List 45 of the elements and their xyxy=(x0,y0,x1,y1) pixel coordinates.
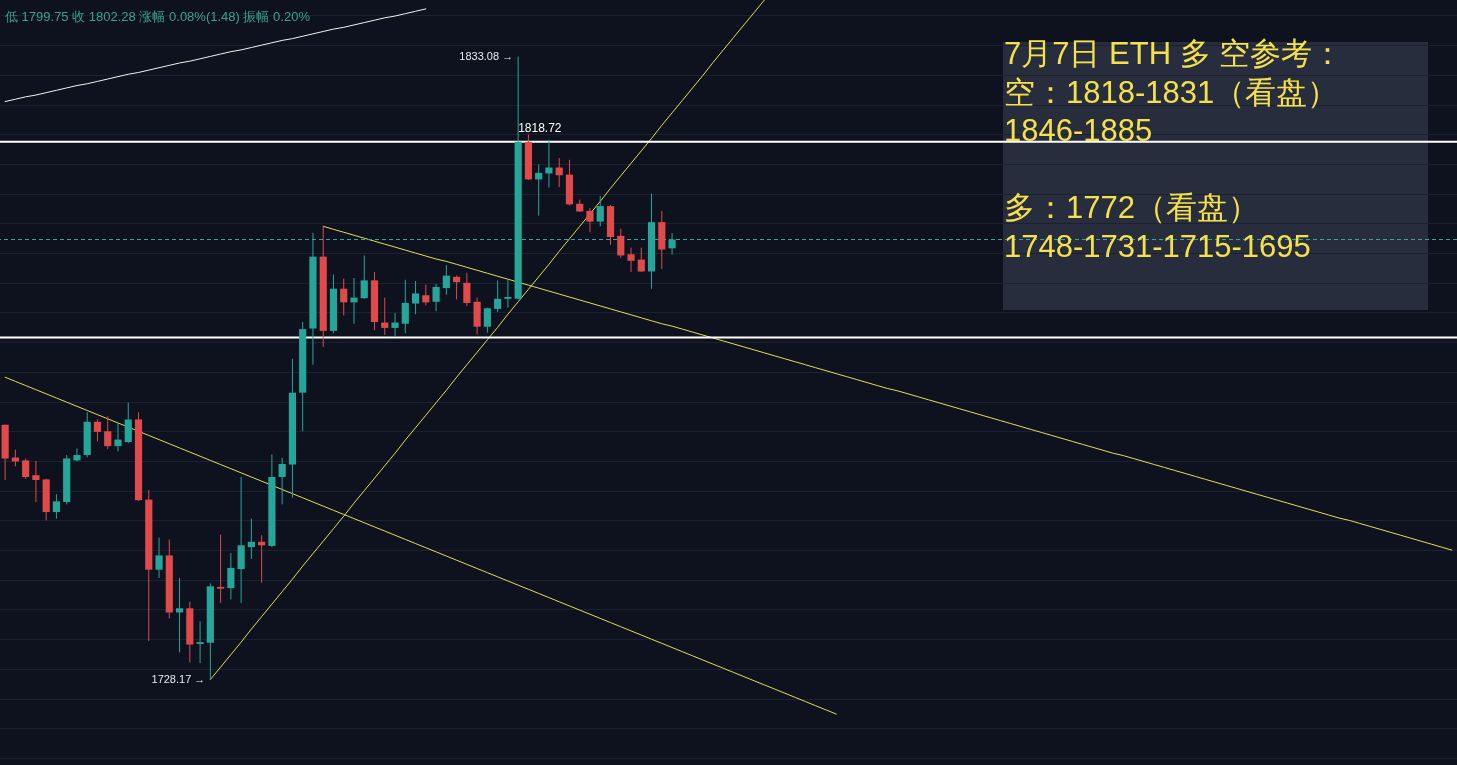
candlestick xyxy=(52,493,61,520)
annotation: 空：1818-1831（看盘） 1846-1885 xyxy=(1004,74,1339,148)
candlestick xyxy=(217,534,225,604)
candlestick xyxy=(545,139,553,189)
candlestick xyxy=(463,272,471,307)
text: 低 1799.75 收 1802.28 涨幅 0.08%(1.48) 振幅 0.20% xyxy=(5,9,311,24)
candlestick xyxy=(442,264,450,296)
candlestick xyxy=(391,312,399,338)
candlestick xyxy=(586,207,594,233)
candlestick xyxy=(350,277,358,325)
candlestick xyxy=(237,476,245,604)
annotation: 多：1772（看盘） 1748-1731-1715-1695 xyxy=(1004,190,1311,264)
candlestick xyxy=(494,279,502,313)
candlestick xyxy=(155,537,163,579)
candlestick xyxy=(627,247,635,273)
candlestick xyxy=(637,247,645,273)
candlestick xyxy=(22,458,30,480)
candlestick xyxy=(114,422,122,452)
candlestick xyxy=(196,620,204,664)
candlestick xyxy=(422,284,430,306)
candlestick xyxy=(340,278,348,316)
candlestick xyxy=(411,280,420,315)
candlestick xyxy=(381,297,389,336)
candlestick xyxy=(453,275,461,300)
candlestick xyxy=(483,307,491,334)
ref-line-label: 1818.72 xyxy=(518,120,562,135)
candlestick xyxy=(73,448,81,463)
candlestick xyxy=(247,518,255,560)
candlestick xyxy=(360,254,368,300)
annotation: 1833.08 → xyxy=(459,49,514,62)
candlestick xyxy=(32,460,40,503)
annotation: 1728.17 → xyxy=(151,672,206,685)
candlestick xyxy=(104,415,112,450)
candlestick xyxy=(596,195,604,227)
candlestick xyxy=(124,402,132,444)
candlestick xyxy=(668,232,676,256)
candlestick xyxy=(401,279,409,334)
chart-title: 7月7日 ETH 多 空参考： xyxy=(1004,36,1344,71)
candlestick xyxy=(504,279,512,309)
candlestick xyxy=(227,552,235,600)
candlestick xyxy=(432,283,440,312)
candlestick xyxy=(93,418,102,442)
candlestick xyxy=(175,577,184,653)
candlestick xyxy=(278,457,286,505)
candlestick xyxy=(617,228,625,259)
